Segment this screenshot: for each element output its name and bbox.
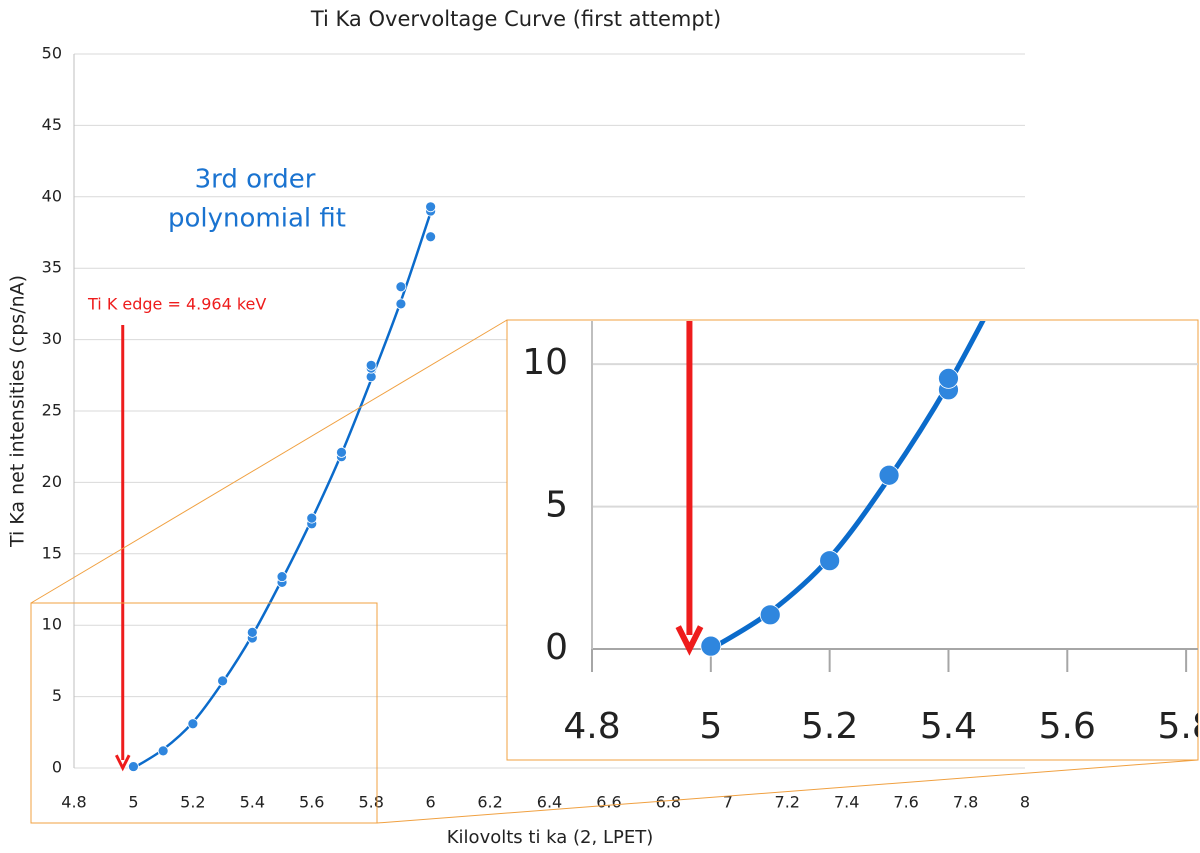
data-point bbox=[700, 635, 722, 657]
data-point bbox=[425, 201, 437, 213]
x-tick-label: 5.6 bbox=[1039, 706, 1096, 747]
x-tick-label: 5.4 bbox=[920, 706, 977, 747]
x-tick-label: 7 bbox=[723, 793, 733, 812]
y-axis-label: Ti Ka net intensities (cps/nA) bbox=[7, 275, 29, 548]
x-tick-label: 6.8 bbox=[656, 793, 681, 812]
x-tick-label: 5.8 bbox=[358, 793, 383, 812]
x-tick-label: 5.2 bbox=[180, 793, 205, 812]
y-tick-label: 40 bbox=[42, 186, 62, 205]
fit-curve bbox=[132, 212, 432, 770]
plot-area bbox=[114, 201, 437, 772]
data-point bbox=[276, 571, 288, 583]
x-axis-label: Kilovolts ti ka (2, LPET) bbox=[447, 827, 653, 848]
x-tick-label: 6.4 bbox=[537, 793, 562, 812]
x-tick-label: 8 bbox=[1020, 793, 1030, 812]
x-tick-label: 4.8 bbox=[61, 793, 86, 812]
data-point bbox=[336, 447, 347, 458]
data-point bbox=[187, 718, 199, 730]
data-point bbox=[217, 675, 228, 687]
data-point bbox=[306, 512, 318, 524]
x-tick-label: 6.2 bbox=[477, 793, 502, 812]
data-point bbox=[938, 367, 959, 389]
zoom-region bbox=[30, 602, 378, 824]
x-tick-label: 6.6 bbox=[596, 793, 621, 812]
data-point bbox=[759, 604, 781, 626]
y-tick-label: 20 bbox=[42, 472, 62, 491]
plot-area bbox=[675, 321, 986, 657]
data-point bbox=[128, 761, 139, 772]
data-point bbox=[878, 464, 900, 486]
data-point bbox=[246, 626, 258, 638]
data-point bbox=[395, 281, 407, 293]
inset-frame bbox=[506, 319, 1199, 761]
chart-title: Ti Ka Overvoltage Curve (first attempt) bbox=[310, 7, 721, 31]
x-tick-label: 5 bbox=[128, 793, 138, 812]
data-point bbox=[425, 231, 437, 243]
y-tick-label: 15 bbox=[42, 543, 62, 562]
y-tick-label: 25 bbox=[42, 401, 62, 420]
y-tick-label: 30 bbox=[42, 329, 62, 348]
x-tick-label: 7.2 bbox=[775, 793, 800, 812]
y-tick-label: 45 bbox=[42, 115, 62, 134]
y-tick-label: 10 bbox=[522, 342, 568, 383]
edge-arrowhead bbox=[114, 754, 131, 772]
data-point bbox=[395, 298, 407, 310]
x-tick-label: 7.8 bbox=[953, 793, 978, 812]
data-point bbox=[157, 745, 169, 757]
fit-annotation: polynomial fit bbox=[168, 204, 346, 234]
x-tick-label: 5.2 bbox=[801, 706, 858, 747]
edge-label: Ti K edge = 4.964 keV bbox=[87, 295, 266, 314]
x-tick-label: 5.6 bbox=[299, 793, 324, 812]
x-tick-label: 5.4 bbox=[240, 793, 265, 812]
data-point bbox=[365, 359, 377, 371]
x-tick-label: 5.8 bbox=[1157, 706, 1200, 747]
fit-annotation: 3rd order bbox=[195, 165, 316, 195]
inset-plot: 0 5 10 4.8 5 5.2 5.4 5.6 5.8 bbox=[522, 321, 1200, 747]
y-tick-label: 5 bbox=[52, 686, 62, 705]
x-tick-label: 5 bbox=[699, 706, 722, 747]
x-tick-label: 7.6 bbox=[893, 793, 918, 812]
y-tick-label: 5 bbox=[545, 485, 568, 526]
zoom-connector bbox=[376, 759, 1199, 824]
y-tick-label: 50 bbox=[42, 44, 62, 63]
y-tick-label: 0 bbox=[545, 627, 568, 668]
y-tick-label: 0 bbox=[52, 758, 62, 777]
data-point bbox=[819, 550, 841, 572]
edge-arrowhead bbox=[675, 625, 704, 656]
zoom-connector bbox=[30, 319, 508, 604]
x-tick-label: 7.4 bbox=[834, 793, 859, 812]
y-tick-label: 35 bbox=[42, 258, 62, 277]
x-tick-label: 4.8 bbox=[563, 706, 620, 747]
y-tick-label: 10 bbox=[42, 615, 62, 634]
x-tick-label: 6 bbox=[426, 793, 436, 812]
